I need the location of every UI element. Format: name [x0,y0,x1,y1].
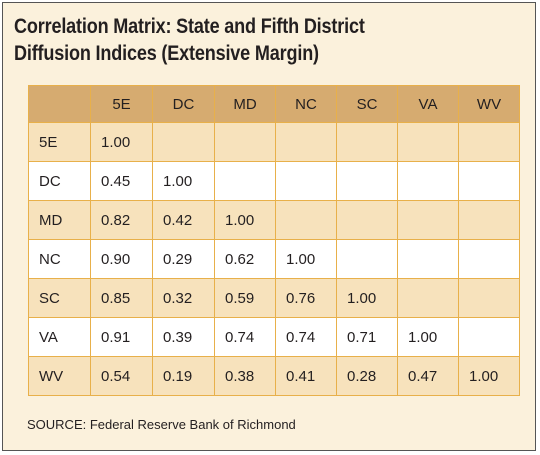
table-cell [336,122,398,162]
table-row: DC 0.45 1.00 [28,161,520,201]
table-cell: 0.82 [90,200,153,240]
table-cell [397,161,459,201]
table-cell: 0.42 [152,200,215,240]
table-row: SC 0.85 0.32 0.59 0.76 1.00 [28,278,520,318]
table-cell [336,200,398,240]
row-header: 5E [28,122,91,162]
table-cell: 0.90 [90,239,153,279]
table-cell: 1.00 [152,161,215,201]
table-cell: 0.59 [214,278,276,318]
table-cell [336,161,398,201]
row-header: NC [28,239,91,279]
table-cell: 0.62 [214,239,276,279]
table-cell: 0.71 [336,317,398,357]
table-cell [458,122,520,162]
table-cell [397,239,459,279]
source-note: SOURCE: Federal Reserve Bank of Richmond [27,417,296,432]
table-cell [397,278,459,318]
table-cell: 0.47 [397,356,459,396]
matrix-body: 5E 1.00 DC 0.45 1.00 MD 0.82 0.42 1.00 NC 0.90 0.29… [28,122,520,396]
table-cell: 1.00 [214,200,276,240]
chart-title-line-1: Correlation Matrix: State and Fifth Dist… [14,15,365,38]
table-cell [152,122,215,162]
table-cell: 0.32 [152,278,215,318]
table-cell [458,239,520,279]
corner-cell [28,85,91,123]
figure-panel: Correlation Matrix: State and Fifth Dist… [2,2,536,451]
table-cell [214,161,276,201]
table-row: WV 0.54 0.19 0.38 0.41 0.28 0.47 1.00 [28,356,520,396]
row-header: DC [28,161,91,201]
column-header: DC [152,85,215,123]
table-row: MD 0.82 0.42 1.00 [28,200,520,240]
table-cell: 1.00 [90,122,153,162]
header-row: 5E DC MD NC SC VA WV [28,85,520,123]
table-cell [336,239,398,279]
table-cell [397,122,459,162]
table-cell: 1.00 [275,239,337,279]
table-cell: 0.19 [152,356,215,396]
table-cell: 0.54 [90,356,153,396]
table-cell [397,200,459,240]
table-row: NC 0.90 0.29 0.62 1.00 [28,239,520,279]
table-cell: 1.00 [458,356,520,396]
table-cell: 1.00 [397,317,459,357]
table-cell [458,317,520,357]
chart-title: Correlation Matrix: State and Fifth Dist… [14,13,453,67]
table-cell [275,200,337,240]
table-cell: 0.29 [152,239,215,279]
table-cell: 0.41 [275,356,337,396]
table-cell: 0.38 [214,356,276,396]
table-cell [275,122,337,162]
row-header: MD [28,200,91,240]
table-cell: 0.85 [90,278,153,318]
column-header: SC [336,85,398,123]
table-row: VA 0.91 0.39 0.74 0.74 0.71 1.00 [28,317,520,357]
column-header: MD [214,85,276,123]
table-cell [214,122,276,162]
table-cell: 0.39 [152,317,215,357]
table-cell [275,161,337,201]
table-cell [458,278,520,318]
table-cell: 0.28 [336,356,398,396]
table-cell: 0.74 [214,317,276,357]
table-cell: 1.00 [336,278,398,318]
chart-title-line-2: Diffusion Indices (Extensive Margin) [14,42,319,65]
column-header: NC [275,85,337,123]
table-cell: 0.45 [90,161,153,201]
table-cell [458,161,520,201]
column-header: VA [397,85,459,123]
row-header: WV [28,356,91,396]
table-cell [458,200,520,240]
column-header: 5E [90,85,153,123]
table-cell: 0.74 [275,317,337,357]
row-header: VA [28,317,91,357]
table-row: 5E 1.00 [28,122,520,162]
row-header: SC [28,278,91,318]
table-cell: 0.91 [90,317,153,357]
table-cell: 0.76 [275,278,337,318]
column-header: WV [458,85,520,123]
correlation-matrix-table: 5E DC MD NC SC VA WV 5E 1.00 DC 0.45 1.00 MD 0… [28,85,520,396]
